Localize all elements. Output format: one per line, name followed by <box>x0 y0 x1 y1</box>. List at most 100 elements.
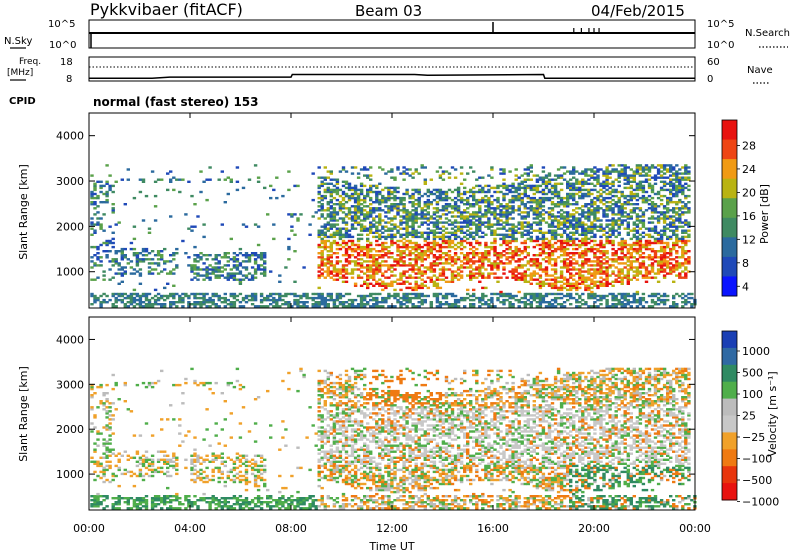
heatmap-cell <box>559 235 564 239</box>
heatmap-cell <box>411 288 415 292</box>
heatmap-cell <box>102 250 106 253</box>
heatmap-cell <box>138 282 143 285</box>
heatmap-cell <box>578 264 582 267</box>
heatmap-cell <box>441 239 446 243</box>
heatmap-cell <box>587 286 591 290</box>
heatmap-cell <box>650 241 655 245</box>
heatmap-cell <box>429 247 433 251</box>
heatmap-cell <box>366 227 370 230</box>
heatmap-cell <box>596 211 600 214</box>
heatmap-cell <box>608 205 612 208</box>
heatmap-cell <box>466 256 470 259</box>
heatmap-cell <box>332 241 337 245</box>
heatmap-cell <box>193 272 197 275</box>
heatmap-cell <box>259 254 264 257</box>
heatmap-cell <box>384 172 388 175</box>
heatmap-cell <box>529 201 533 204</box>
heatmap-cell <box>472 170 476 173</box>
heatmap-cell <box>369 229 373 232</box>
heatmap-cell <box>478 188 482 192</box>
heatmap-cell <box>496 196 500 200</box>
heatmap-cell <box>544 301 549 304</box>
heatmap-cell <box>562 282 567 285</box>
heatmap-cell <box>90 292 94 296</box>
heatmap-cell <box>644 196 649 200</box>
heatmap-cell <box>384 211 388 214</box>
heatmap-cell <box>575 268 579 271</box>
heatmap-cell <box>478 305 482 308</box>
heatmap-cell <box>232 274 237 277</box>
heatmap-cell <box>187 305 191 308</box>
heatmap-cell <box>420 254 424 257</box>
heatmap-cell <box>572 198 576 202</box>
heatmap-cell <box>459 196 464 200</box>
heatmap-cell <box>356 221 361 224</box>
heatmap-cell <box>647 235 652 239</box>
heatmap-cell <box>317 166 321 169</box>
heatmap-cell <box>253 164 258 167</box>
heatmap-cell <box>529 209 533 212</box>
heatmap-cell <box>472 215 476 218</box>
heatmap-cell <box>438 254 443 257</box>
heatmap-cell <box>90 192 94 196</box>
heatmap-cell <box>463 225 467 228</box>
heatmap-cell <box>647 233 652 236</box>
heatmap-cell <box>532 254 536 257</box>
heatmap-cell <box>587 288 591 292</box>
heatmap-cell <box>423 294 427 298</box>
heatmap-cell <box>490 168 494 171</box>
heatmap-cell <box>411 188 415 192</box>
heatmap-cell <box>620 219 624 222</box>
heatmap-cell <box>632 296 636 300</box>
heatmap-cell <box>402 243 406 247</box>
heatmap-cell <box>550 192 555 196</box>
heatmap-cell <box>414 264 418 267</box>
heatmap-cell <box>662 180 667 183</box>
heatmap-cell <box>123 303 127 306</box>
heatmap-cell <box>635 247 640 251</box>
heatmap-cell <box>335 190 340 194</box>
heatmap-cell <box>347 272 352 275</box>
heatmap-cell <box>614 188 618 192</box>
heatmap-cell <box>535 203 540 206</box>
heatmap-cell <box>562 217 567 220</box>
heatmap-cell <box>350 194 355 198</box>
heatmap-cell <box>562 262 567 265</box>
heatmap-cell <box>366 188 370 192</box>
heatmap-cell <box>502 196 506 200</box>
heatmap-cell <box>617 270 621 273</box>
heatmap-cell <box>684 301 688 304</box>
heatmap-cell <box>629 217 633 220</box>
heatmap-cell <box>620 164 624 167</box>
heatmap-cell <box>593 233 597 236</box>
heatmap-cell <box>326 170 330 173</box>
heatmap-cell <box>347 209 352 212</box>
heatmap-cell <box>511 205 515 208</box>
heatmap-cell <box>229 268 233 271</box>
heatmap-cell <box>378 182 382 185</box>
heatmap-cell <box>181 239 185 243</box>
heatmap-cell <box>453 188 458 192</box>
heatmap-cell <box>566 264 570 267</box>
heatmap-cell <box>487 227 491 230</box>
heatmap-cell <box>553 188 558 192</box>
heatmap-cell <box>138 260 143 263</box>
heatmap-cell <box>544 241 549 245</box>
heatmap-cell <box>553 186 558 190</box>
heatmap-cell <box>350 301 355 304</box>
heatmap-cell <box>493 213 497 216</box>
heatmap-cell <box>672 188 676 192</box>
heatmap-cell <box>353 198 358 202</box>
heatmap-cell <box>532 274 536 277</box>
heatmap-cell <box>235 188 240 192</box>
heatmap-cell <box>253 276 258 279</box>
heatmap-cell <box>620 270 624 273</box>
heatmap-cell <box>520 252 524 255</box>
heatmap-cell <box>672 172 676 175</box>
heatmap-cell <box>559 292 564 296</box>
heatmap-cell <box>117 264 121 267</box>
heatmap-cell <box>575 262 579 265</box>
heatmap-cell <box>535 292 540 296</box>
heatmap-cell <box>278 305 282 308</box>
heatmap-cell <box>502 266 506 269</box>
